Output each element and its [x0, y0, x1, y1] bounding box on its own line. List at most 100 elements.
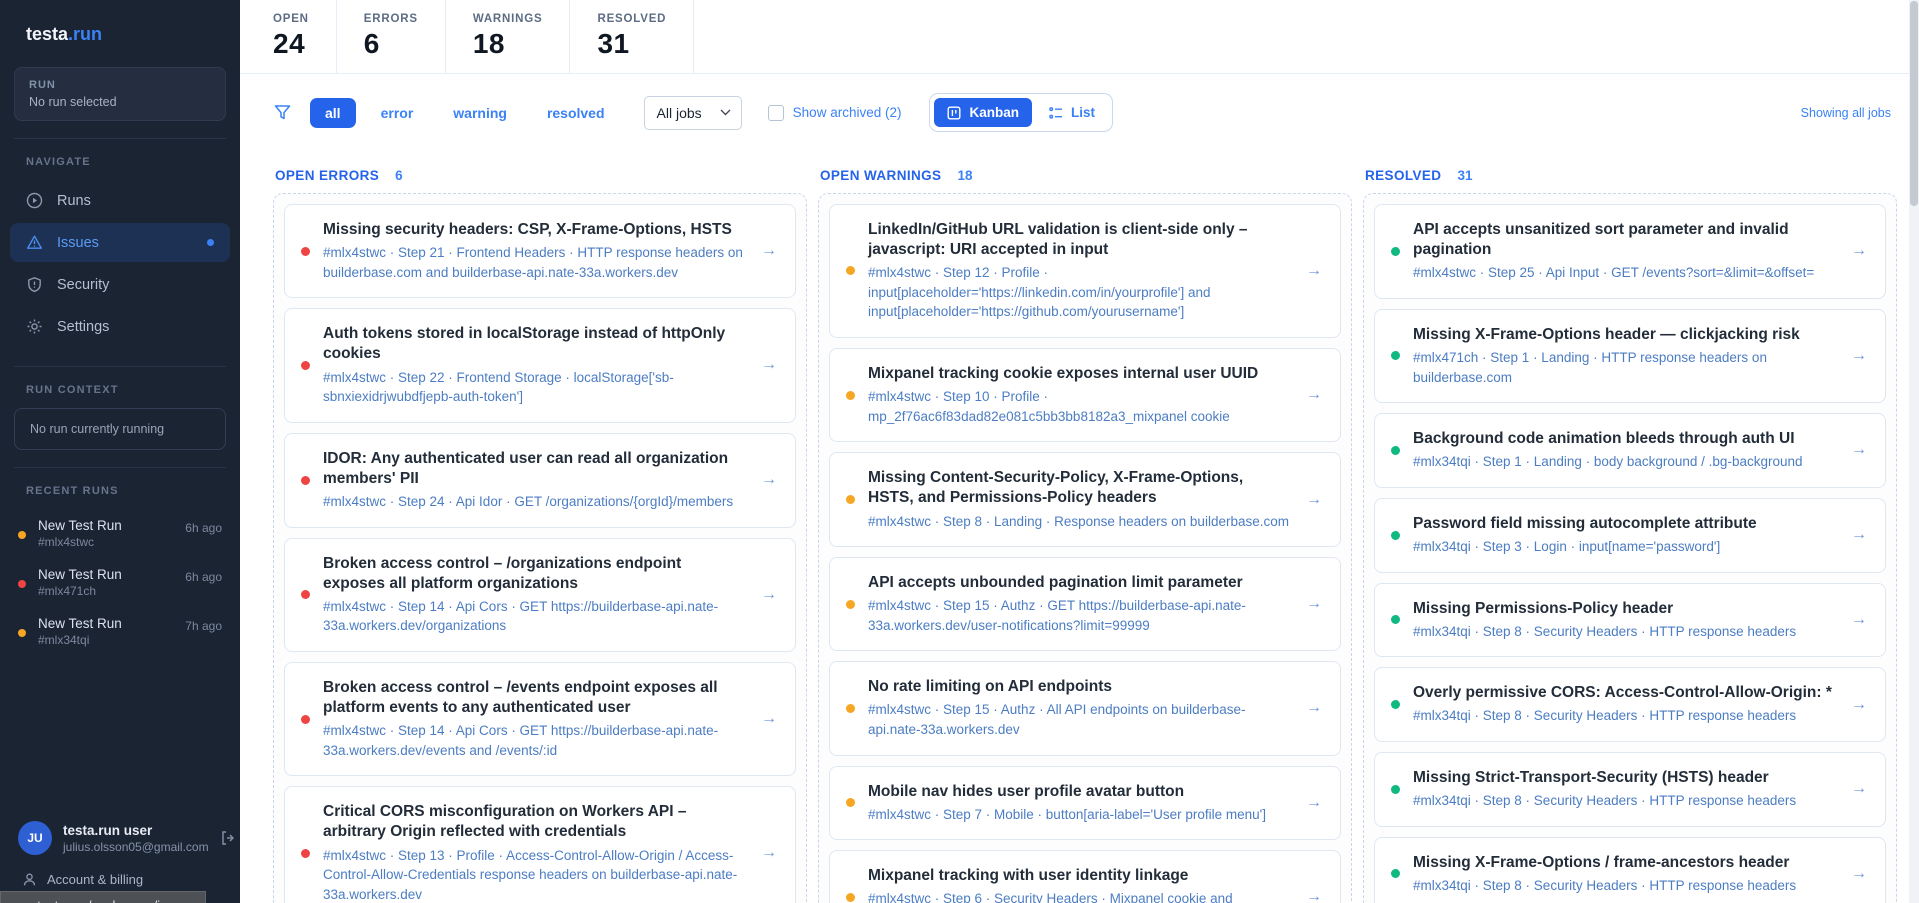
issue-card[interactable]: Background code animation bleeds through…: [1374, 413, 1886, 488]
issue-card[interactable]: Password field missing autocomplete attr…: [1374, 497, 1886, 573]
open-issue-arrow-icon[interactable]: →: [1851, 864, 1867, 882]
issue-card[interactable]: Missing Strict-Transport-Security (HSTS)…: [1374, 751, 1886, 827]
shield-icon: [26, 276, 43, 293]
sidebar-item-settings[interactable]: Settings: [10, 307, 230, 346]
filter-tab-resolved[interactable]: resolved: [546, 104, 605, 121]
filter-tab-error[interactable]: error: [380, 104, 414, 121]
issue-card[interactable]: Missing X-Frame-Options header — clickja…: [1374, 308, 1886, 404]
issue-card[interactable]: Missing Permissions-Policy header #mlx34…: [1374, 582, 1886, 658]
filter-tab-warning[interactable]: warning: [453, 104, 507, 121]
show-archived-label: Show archived (2): [792, 105, 902, 120]
issue-status-dot: [1391, 530, 1400, 540]
column-body: API accepts unsanitized sort parameter a…: [1363, 193, 1897, 903]
issue-title: Mixpanel tracking cookie exposes interna…: [868, 364, 1259, 382]
issue-title: LinkedIn/GitHub URL validation is client…: [868, 221, 1248, 259]
list-view-button[interactable]: List: [1036, 98, 1108, 127]
issue-card[interactable]: Broken access control – /organizations e…: [284, 537, 796, 652]
open-issue-arrow-icon[interactable]: →: [761, 585, 777, 603]
recent-run-item[interactable]: New Test Run #mlx4stwc 6h ago: [0, 509, 240, 558]
stat-label: WARNINGS: [472, 13, 543, 25]
sidebar-item-security[interactable]: Security: [10, 265, 230, 304]
recent-run-item[interactable]: New Test Run #mlx34tqi 7h ago: [0, 607, 240, 656]
filter-tab-all[interactable]: all: [310, 97, 356, 128]
open-issue-arrow-icon[interactable]: →: [1306, 386, 1322, 404]
run-panel-status: No run selected: [29, 95, 117, 109]
issue-card[interactable]: Critical CORS misconfiguration on Worker…: [284, 786, 796, 903]
open-issue-arrow-icon[interactable]: →: [1306, 261, 1322, 279]
open-issue-arrow-icon[interactable]: →: [761, 242, 777, 260]
issue-card[interactable]: API accepts unsanitized sort parameter a…: [1374, 204, 1886, 299]
issue-card[interactable]: Mixpanel tracking cookie exposes interna…: [829, 347, 1341, 443]
column-body: LinkedIn/GitHub URL validation is client…: [818, 193, 1352, 903]
run-panel-label: RUN: [29, 79, 56, 91]
issue-card[interactable]: Auth tokens stored in localStorage inste…: [284, 308, 796, 423]
issue-meta: #mlx34tqi · Step 3 · Login · input[name=…: [1413, 538, 1721, 554]
issue-title: Missing Strict-Transport-Security (HSTS)…: [1413, 768, 1769, 786]
issue-card[interactable]: Mobile nav hides user profile avatar but…: [829, 765, 1341, 841]
open-issue-arrow-icon[interactable]: →: [1851, 242, 1867, 260]
kanban-column: RESOLVED 31 API accepts unsanitized sort…: [1363, 160, 1897, 903]
scrollbar-thumb[interactable]: [1910, 1, 1918, 206]
sidebar-item-label: Issues: [57, 234, 99, 251]
issue-meta: #mlx4stwc · Step 7 · Mobile · button[ari…: [868, 806, 1266, 822]
issue-card[interactable]: Missing Content-Security-Policy, X-Frame…: [829, 452, 1341, 548]
issue-card[interactable]: IDOR: Any authenticated user can read al…: [284, 432, 796, 528]
kanban-view-button[interactable]: Kanban: [934, 98, 1032, 127]
open-issue-arrow-icon[interactable]: →: [1851, 610, 1867, 628]
issue-meta: #mlx34tqi · Step 1 · Landing · body back…: [1413, 454, 1803, 470]
stat-open: OPEN 24: [273, 0, 337, 73]
brand-name: testa: [26, 24, 69, 44]
open-issue-arrow-icon[interactable]: →: [1306, 888, 1322, 903]
issue-title: Missing security headers: CSP, X-Frame-O…: [323, 221, 732, 238]
issue-card[interactable]: Mixpanel tracking with user identity lin…: [829, 850, 1341, 903]
show-archived-checkbox[interactable]: [767, 104, 784, 121]
issue-card[interactable]: Missing X-Frame-Options / frame-ancestor…: [1374, 836, 1886, 903]
column-count-badge: 18: [957, 168, 973, 183]
recent-run-time: 6h ago: [185, 570, 222, 584]
open-issue-arrow-icon[interactable]: →: [1306, 490, 1322, 508]
filter-funnel-icon[interactable]: [273, 103, 292, 122]
user-account-row[interactable]: JU testa.run user julius.olsson05@gmail.…: [0, 813, 240, 863]
open-issue-arrow-icon[interactable]: →: [1851, 526, 1867, 544]
issue-status-dot: [1391, 784, 1400, 794]
issue-card[interactable]: Missing security headers: CSP, X-Frame-O…: [284, 204, 796, 299]
issue-status-dot: [846, 599, 855, 609]
open-issue-arrow-icon[interactable]: →: [761, 356, 777, 374]
open-issue-arrow-icon[interactable]: →: [1851, 695, 1867, 713]
open-issue-arrow-icon[interactable]: →: [1851, 780, 1867, 798]
account-billing-link[interactable]: Account & billing: [0, 863, 240, 889]
sidebar-item-runs[interactable]: Runs: [10, 181, 230, 220]
open-issue-arrow-icon[interactable]: →: [1306, 793, 1322, 811]
issue-title: Critical CORS misconfiguration on Worker…: [323, 803, 687, 841]
issue-card[interactable]: Overly permissive CORS: Access-Control-A…: [1374, 667, 1886, 742]
show-archived-toggle[interactable]: Show archived (2): [767, 104, 902, 121]
open-issue-arrow-icon[interactable]: →: [761, 471, 777, 489]
sidebar-nav: Runs Issues Security Settings: [0, 178, 240, 349]
open-issue-arrow-icon[interactable]: →: [761, 844, 777, 862]
logout-icon[interactable]: [220, 830, 236, 846]
issue-title: Missing Content-Security-Policy, X-Frame…: [868, 469, 1244, 507]
open-issue-arrow-icon[interactable]: →: [1851, 346, 1867, 364]
open-issue-arrow-icon[interactable]: →: [1306, 595, 1322, 613]
issue-card[interactable]: LinkedIn/GitHub URL validation is client…: [829, 204, 1341, 338]
recent-run-name: New Test Run: [38, 616, 122, 631]
column-count-badge: 6: [395, 168, 403, 183]
open-issue-arrow-icon[interactable]: →: [1306, 699, 1322, 717]
issue-card[interactable]: Broken access control – /events endpoint…: [284, 661, 796, 777]
stats-bar: OPEN 24 ERRORS 6 WARNINGS 18 RESOLVED 31: [240, 0, 1919, 74]
sidebar-item-issues[interactable]: Issues: [10, 223, 230, 262]
page-scrollbar[interactable]: [1909, 0, 1919, 903]
issue-status-dot: [301, 848, 310, 858]
issue-title: API accepts unsanitized sort parameter a…: [1413, 221, 1789, 259]
issue-card[interactable]: No rate limiting on API endpoints #mlx4s…: [829, 661, 1341, 756]
issue-meta: #mlx4stwc · Step 8 · Landing · Response …: [868, 513, 1289, 529]
jobs-select[interactable]: All jobs: [643, 95, 742, 130]
issue-card[interactable]: API accepts unbounded pagination limit p…: [829, 557, 1341, 652]
kanban-column: OPEN WARNINGS 18 LinkedIn/GitHub URL val…: [818, 160, 1352, 903]
open-issue-arrow-icon[interactable]: →: [1851, 441, 1867, 459]
open-issue-arrow-icon[interactable]: →: [761, 710, 777, 728]
recent-run-item[interactable]: New Test Run #mlx471ch 6h ago: [0, 558, 240, 607]
issue-status-dot: [301, 590, 310, 600]
app-logo[interactable]: testa.run: [0, 0, 240, 61]
